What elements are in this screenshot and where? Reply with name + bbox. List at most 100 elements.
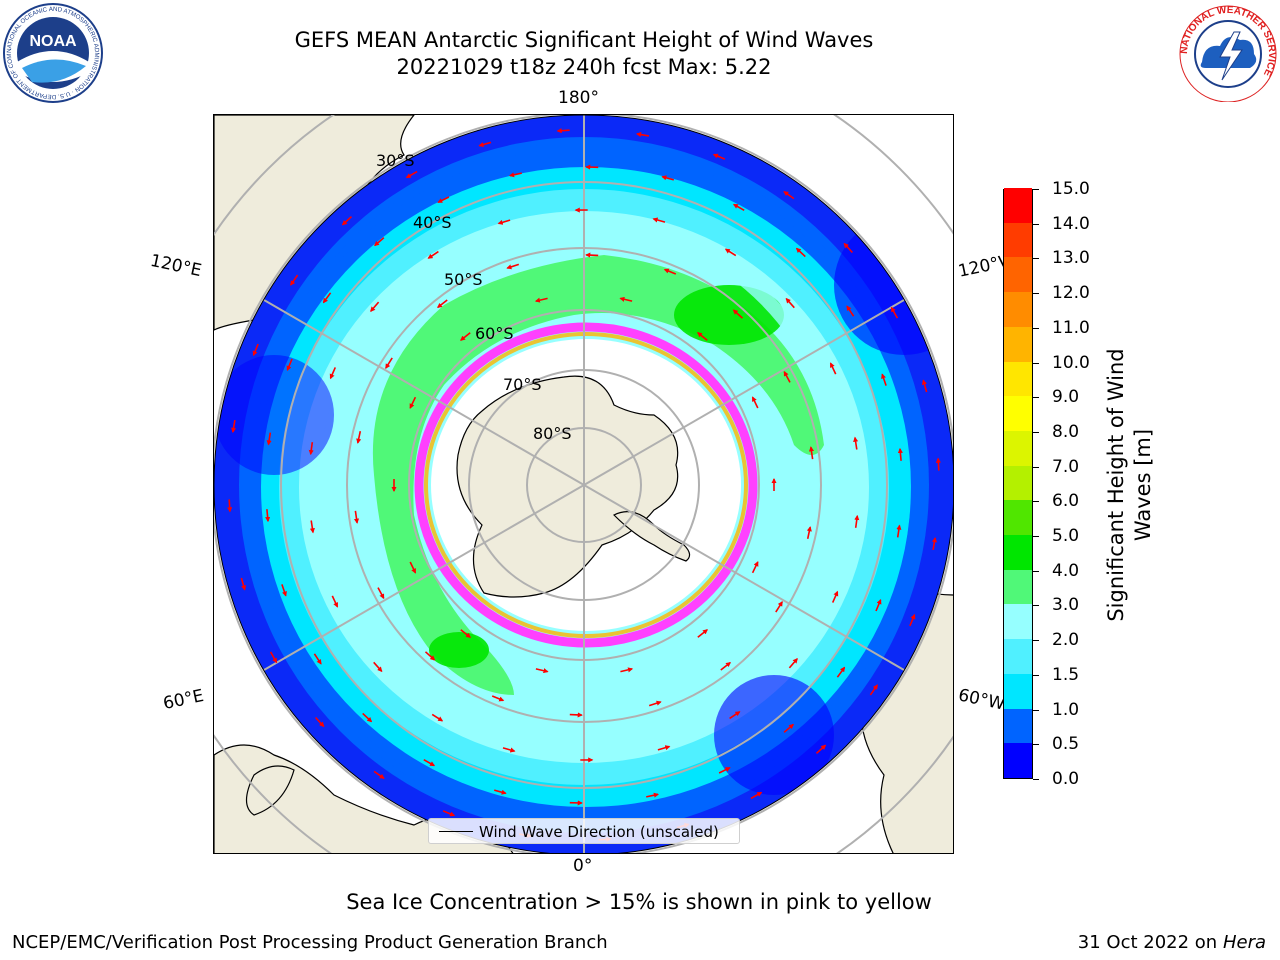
wave-direction-arrow bbox=[497, 219, 511, 225]
wave-direction-arrow bbox=[459, 332, 471, 341]
colorbar-tick-label: 12.0 bbox=[1052, 283, 1090, 304]
colorbar-segment bbox=[1004, 534, 1032, 570]
wave-direction-arrow bbox=[712, 153, 726, 160]
wave-direction-arrow bbox=[377, 587, 385, 600]
wave-direction-arrow bbox=[309, 520, 315, 534]
wave-direction-arrow bbox=[806, 526, 812, 539]
colorbar-tick-label: 15.0 bbox=[1052, 179, 1090, 199]
lon-label-180: 180° bbox=[558, 88, 599, 108]
wave-direction-arrow bbox=[374, 237, 385, 247]
colorbar-segment bbox=[1004, 291, 1032, 327]
wave-direction-arrow bbox=[729, 711, 741, 720]
wave-direction-arrow bbox=[875, 598, 882, 612]
noaa-logo-text: NOAA bbox=[29, 33, 77, 50]
colorbar-tick-mark bbox=[1033, 779, 1039, 780]
lon-label-0: 0° bbox=[573, 856, 593, 876]
wave-direction-arrow bbox=[854, 514, 860, 528]
lat-label-40s: 40°S bbox=[413, 213, 452, 232]
nws-logo: NATIONAL WEATHER SERVICE bbox=[1179, 5, 1277, 102]
wave-direction-arrow bbox=[750, 791, 763, 800]
antarctic-peninsula bbox=[612, 511, 691, 562]
lat-label-80s: 80°S bbox=[533, 424, 572, 443]
colorbar-segment bbox=[1004, 673, 1032, 709]
wave-direction-arrow bbox=[663, 268, 677, 275]
colorbar-tick-label: 4.0 bbox=[1052, 560, 1080, 581]
colorbar-tick-label: 2.0 bbox=[1052, 630, 1080, 651]
colorbar-tick-mark bbox=[1033, 397, 1039, 399]
wave-direction-arrow bbox=[341, 216, 353, 226]
wave-direction-arrow bbox=[732, 309, 744, 319]
colorbar-segment bbox=[1004, 430, 1032, 466]
wave-direction-arrow bbox=[290, 274, 299, 286]
wave-direction-arrow bbox=[720, 661, 732, 671]
colorbar-tick-mark bbox=[1033, 258, 1039, 260]
wave-direction-arrow bbox=[890, 306, 899, 319]
wave-direction-arrow bbox=[556, 128, 570, 134]
colorbar-tick-label: 9.0 bbox=[1052, 387, 1080, 408]
credit-host: Hera bbox=[1222, 932, 1266, 953]
colorbar-segment bbox=[1004, 222, 1032, 258]
wave-direction-arrow bbox=[751, 561, 759, 574]
wave-direction-arrow bbox=[252, 343, 259, 357]
colorbar-tick-mark bbox=[1033, 501, 1039, 503]
wave-direction-arrow bbox=[240, 577, 247, 591]
lon-label-120e: 120°E bbox=[148, 250, 204, 282]
colorbar-tick-label: 0.0 bbox=[1052, 769, 1080, 789]
noaa-logo: NOAA NATIONAL OCEANIC AND ATMOSPHERIC AD… bbox=[2, 2, 103, 103]
wave-direction-arrow bbox=[783, 370, 791, 383]
wave-direction-arrow bbox=[569, 712, 583, 718]
colorbar-tick-mark bbox=[1033, 570, 1039, 572]
wave-direction-arrow bbox=[308, 442, 314, 456]
colorbar-tick-mark bbox=[1033, 744, 1039, 746]
sea-ice-footnote: Sea Ice Concentration > 15% is shown in … bbox=[346, 890, 932, 914]
wave-direction-arrow bbox=[431, 713, 444, 722]
legend-line-sample bbox=[439, 831, 473, 832]
colorbar-tick-label: 10.0 bbox=[1052, 352, 1090, 373]
colorbar-tick-mark bbox=[1033, 189, 1039, 190]
colorbar-tick-mark bbox=[1033, 466, 1039, 468]
wave-direction-arrow bbox=[534, 297, 548, 303]
wave-direction-arrow bbox=[788, 658, 798, 669]
wave-direction-arrow bbox=[783, 191, 795, 200]
wave-direction-arrow bbox=[648, 700, 662, 707]
wave-direction-arrow bbox=[652, 217, 666, 223]
antarctica-landmass bbox=[456, 375, 679, 598]
colorbar-tick-label: 6.0 bbox=[1052, 491, 1080, 512]
wave-direction-arrow bbox=[897, 447, 903, 461]
wave-direction-arrow bbox=[661, 175, 675, 181]
wave-direction-arrow bbox=[424, 651, 436, 661]
wave-direction-arrow bbox=[935, 457, 941, 471]
colorbar-tick-label: 0.5 bbox=[1052, 734, 1080, 755]
wave-direction-arrow bbox=[460, 629, 472, 638]
colorbar-tick-label: 3.0 bbox=[1052, 595, 1080, 616]
colorbar-tick-label: 1.0 bbox=[1052, 699, 1080, 720]
wave-direction-arrow bbox=[620, 667, 634, 673]
colorbar-segment bbox=[1004, 742, 1032, 778]
wave-direction-arrow bbox=[585, 252, 599, 258]
colorbar-tick-mark bbox=[1033, 327, 1039, 329]
wave-direction-arrow bbox=[843, 242, 853, 254]
wave-direction-arrow bbox=[921, 379, 928, 393]
wave-direction-arrow bbox=[373, 770, 385, 779]
colorbar-segment bbox=[1004, 395, 1032, 431]
map-subtitle: 20221029 t18z 240h fcst Max: 5.22 bbox=[396, 55, 772, 79]
wave-direction-arrow bbox=[436, 299, 448, 309]
wave-direction-arrow bbox=[732, 203, 745, 211]
wave-direction-arrow bbox=[869, 684, 878, 696]
wave-direction-arrow bbox=[315, 716, 325, 728]
wave-direction-arrow bbox=[853, 436, 859, 450]
wave-direction-arrow bbox=[331, 595, 339, 608]
wave-direction-arrow bbox=[931, 536, 937, 551]
wave-direction-arrow bbox=[836, 666, 846, 678]
colorbar-segment bbox=[1004, 326, 1032, 362]
map-canvas bbox=[214, 115, 953, 853]
wave-direction-arrow bbox=[353, 510, 360, 524]
wave-direction-arrow bbox=[808, 446, 815, 460]
colorbar-segment bbox=[1004, 187, 1032, 223]
colorbar-segment bbox=[1004, 569, 1032, 605]
lat-label-30s: 30°S bbox=[376, 151, 415, 170]
wave-direction-arrow bbox=[795, 247, 806, 258]
colorbar-tick-mark bbox=[1033, 709, 1039, 711]
wave-direction-arrow bbox=[657, 745, 671, 751]
graticule bbox=[214, 115, 953, 853]
